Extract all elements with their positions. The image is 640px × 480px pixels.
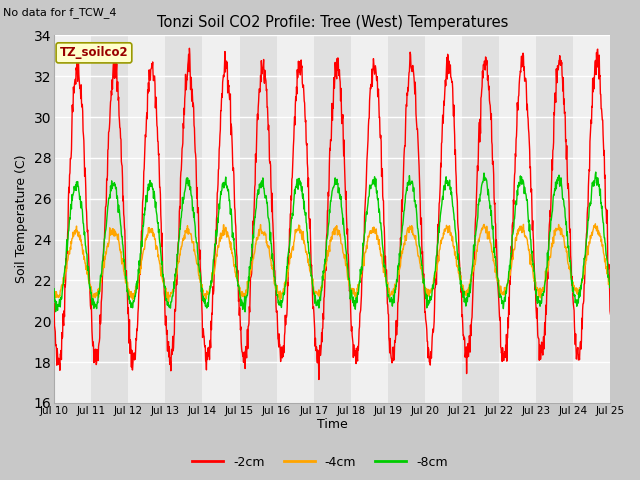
-4cm (591, 221, 599, 227)
-2cm (186, 46, 193, 51)
-2cm (541, 332, 549, 338)
-2cm (419, 277, 427, 283)
-2cm (315, 377, 323, 383)
-8cm (236, 294, 244, 300)
Text: No data for f_TCW_4: No data for f_TCW_4 (3, 7, 116, 18)
Bar (54, 36, 91, 403)
Bar (91, 36, 128, 403)
-4cm (161, 282, 168, 288)
-8cm (241, 309, 249, 315)
-4cm (541, 281, 548, 287)
Bar (314, 36, 351, 403)
-8cm (419, 272, 427, 278)
Bar (536, 36, 573, 403)
Bar (276, 36, 314, 403)
-8cm (161, 284, 168, 289)
-2cm (492, 245, 500, 251)
-2cm (161, 291, 168, 297)
X-axis label: Time: Time (317, 419, 348, 432)
-8cm (51, 286, 58, 291)
Y-axis label: Soil Temperature (C): Soil Temperature (C) (15, 155, 28, 283)
-8cm (541, 281, 548, 287)
Bar (239, 36, 276, 403)
Text: TZ_soilco2: TZ_soilco2 (60, 47, 128, 60)
Bar (128, 36, 165, 403)
Bar (425, 36, 462, 403)
-4cm (607, 284, 614, 289)
Bar (573, 36, 611, 403)
Bar (462, 36, 499, 403)
Bar (202, 36, 239, 403)
-8cm (174, 251, 182, 256)
-8cm (492, 254, 499, 260)
-4cm (237, 296, 244, 302)
Line: -8cm: -8cm (54, 172, 611, 312)
Line: -2cm: -2cm (54, 48, 611, 380)
Line: -4cm: -4cm (54, 224, 611, 302)
-8cm (607, 283, 614, 289)
-2cm (51, 300, 58, 306)
Title: Tonzi Soil CO2 Profile: Tree (West) Temperatures: Tonzi Soil CO2 Profile: Tree (West) Temp… (157, 15, 508, 30)
Bar (165, 36, 202, 403)
-4cm (492, 266, 499, 272)
-4cm (174, 260, 182, 266)
-2cm (237, 327, 244, 333)
Bar (499, 36, 536, 403)
Bar (351, 36, 388, 403)
-4cm (51, 294, 58, 300)
-2cm (174, 246, 182, 252)
Legend: -2cm, -4cm, -8cm: -2cm, -4cm, -8cm (187, 451, 453, 474)
-4cm (419, 276, 427, 281)
-2cm (607, 311, 614, 317)
Bar (388, 36, 425, 403)
-8cm (592, 169, 600, 175)
-4cm (164, 300, 172, 305)
